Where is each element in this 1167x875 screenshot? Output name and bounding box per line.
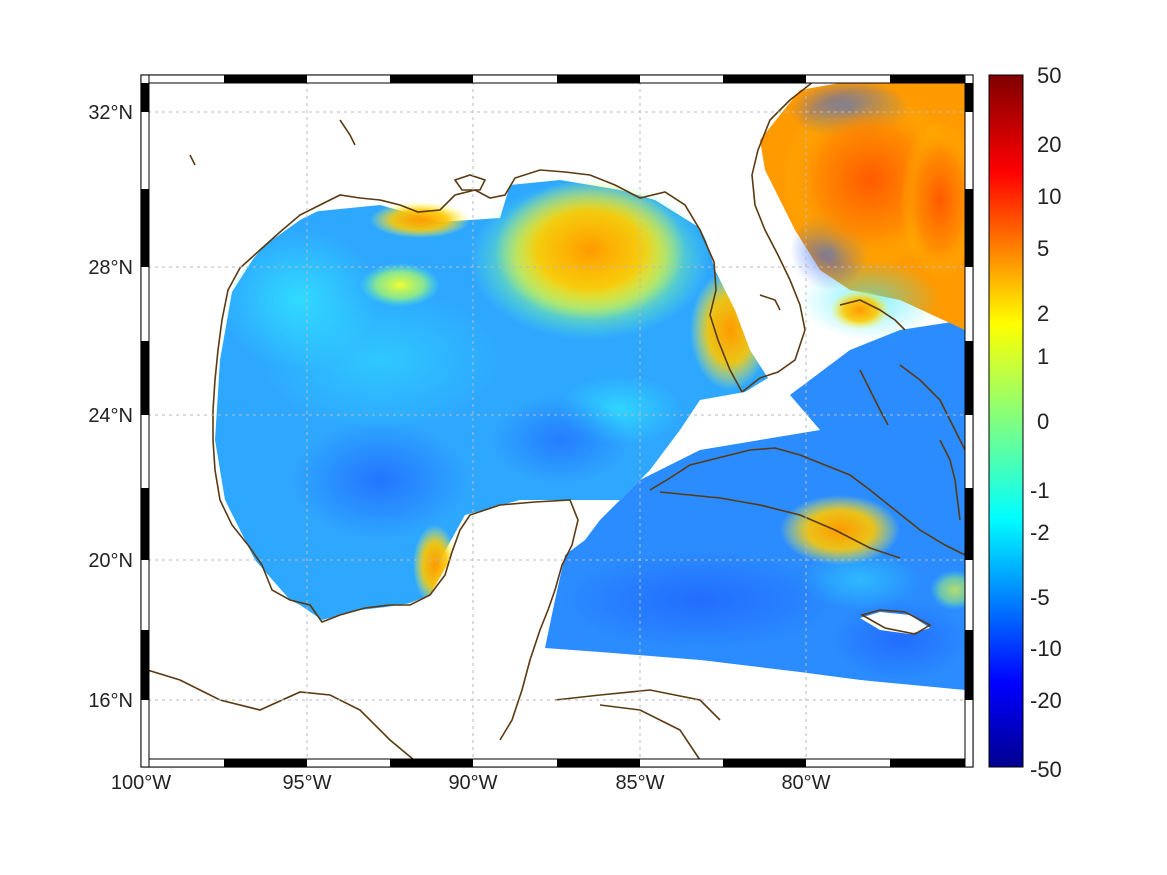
colorbar-label: 20: [1037, 132, 1061, 157]
lon-label: 80°W: [781, 772, 830, 794]
lat-label: 24°N: [88, 405, 133, 427]
graticule: [141, 75, 973, 767]
colorbar-label: -20: [1030, 688, 1062, 713]
colorbar-label: -5: [1030, 585, 1050, 610]
coastlines: [141, 77, 966, 766]
lon-label: 85°W: [615, 772, 664, 794]
map-frame: [140, 74, 974, 768]
colorbar-label: 1: [1037, 344, 1049, 369]
longitude-labels: 100°W 95°W 90°W 85°W 80°W: [111, 772, 831, 794]
lat-label: 32°N: [88, 102, 133, 124]
lat-label: 16°N: [88, 690, 133, 712]
lat-label: 20°N: [88, 550, 133, 572]
colorbar-label: -50: [1030, 757, 1062, 782]
colorbar: 50 20 10 5 2 1 0 -1 -2 -5 -10 -20 -50: [988, 63, 1062, 782]
colorbar-label: 5: [1037, 236, 1049, 261]
colorbar-label: -10: [1030, 636, 1062, 661]
colorbar-label: -2: [1030, 520, 1050, 545]
colorbar-gradient: [988, 74, 1024, 768]
colorbar-label: 10: [1037, 184, 1061, 209]
colorbar-label: 0: [1037, 409, 1049, 434]
colorbar-label: -1: [1030, 478, 1050, 503]
colorbar-label: 2: [1037, 301, 1049, 326]
lat-label: 28°N: [88, 257, 133, 279]
colorbar-label: 50: [1037, 63, 1061, 88]
lon-label: 90°W: [448, 772, 497, 794]
lon-label: 100°W: [111, 772, 171, 794]
lon-label: 95°W: [282, 772, 331, 794]
latitude-labels: 32°N 28°N 24°N 20°N 16°N: [88, 102, 133, 712]
sea-level-anomaly-field: [141, 75, 973, 767]
